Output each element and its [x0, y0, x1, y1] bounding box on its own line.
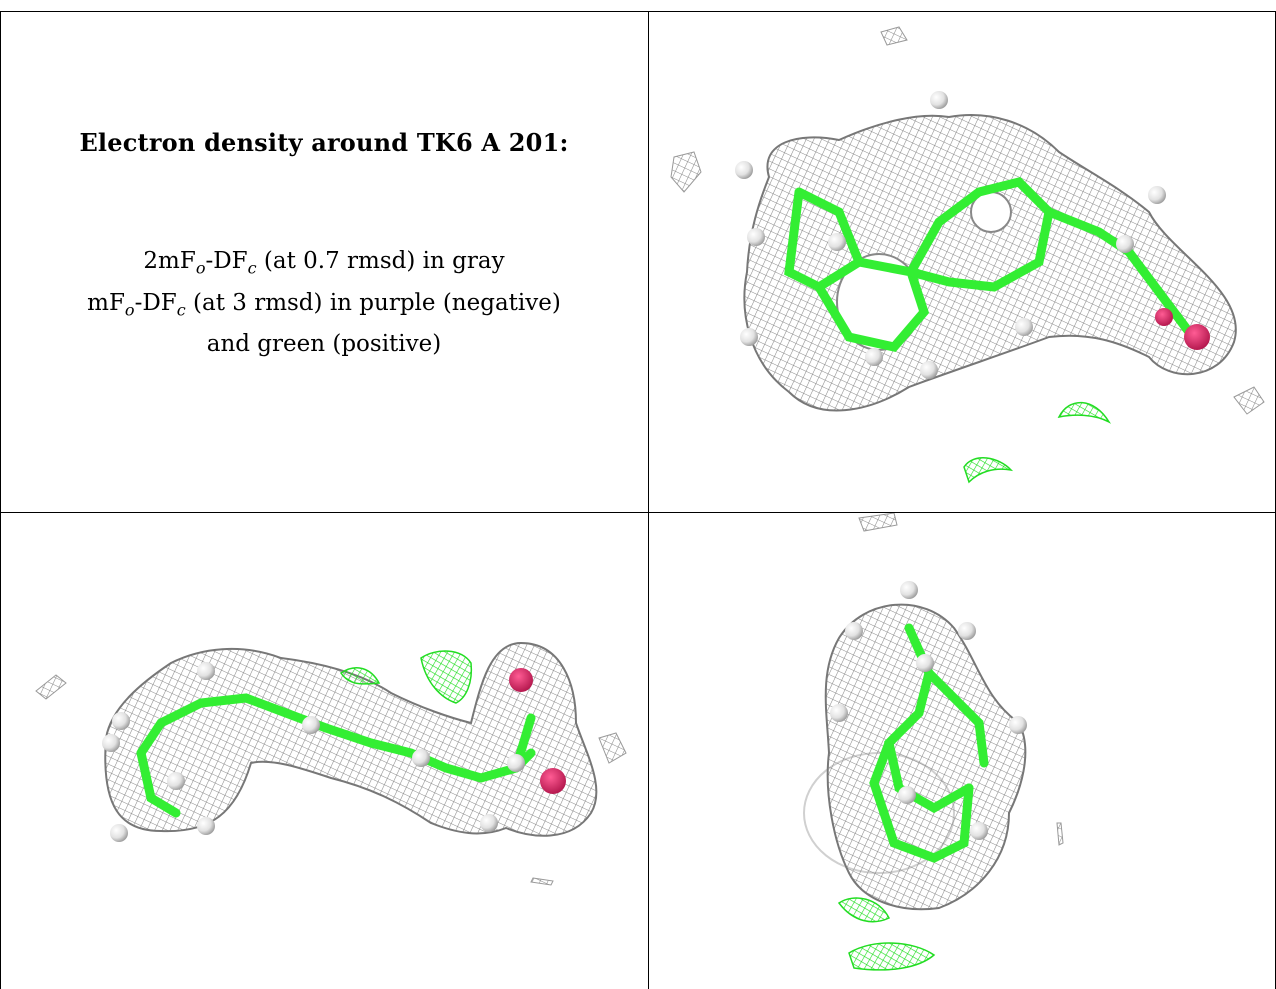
- positive-difference-density: [339, 650, 473, 704]
- density-mesh-2fofc: [743, 114, 1237, 412]
- oxygen-atoms: [509, 668, 566, 794]
- ligand-view-top: [649, 12, 1275, 512]
- oxygen-atoms: [1155, 308, 1210, 350]
- border-middle-horizontal: [0, 512, 1276, 513]
- ligand-view-end: [649, 513, 1275, 989]
- caption-cell: Electron density around TK6 A 201: 2mFo-…: [0, 0, 648, 512]
- border-middle-vertical: [648, 11, 649, 989]
- positive-difference-density: [963, 401, 1112, 484]
- legend-line-positive: and green (positive): [206, 331, 442, 358]
- map-legend: 2mFo-DFc (at 0.7 rmsd) in gray mFo-DFc (…: [0, 244, 648, 361]
- hydrogen-atoms: [830, 581, 1027, 840]
- positive-difference-density: [837, 897, 936, 971]
- stray-mesh: [670, 26, 1265, 415]
- hydrogen-atoms: [102, 662, 525, 842]
- stray-mesh: [35, 674, 627, 886]
- ligand-bonds: [869, 623, 989, 863]
- figure-title: Electron density around TK6 A 201:: [79, 128, 569, 157]
- stray-mesh: [858, 513, 1064, 846]
- border-left: [0, 11, 1, 989]
- border-top: [0, 11, 1276, 12]
- legend-line-fofc: mFo-DFc (at 3 rmsd) in purple (negative): [87, 289, 561, 320]
- legend-line-2fofc: 2mFo-DFc (at 0.7 rmsd) in gray: [143, 248, 505, 278]
- hydrogen-atoms: [735, 91, 1166, 379]
- ligand-view-side: [1, 513, 648, 989]
